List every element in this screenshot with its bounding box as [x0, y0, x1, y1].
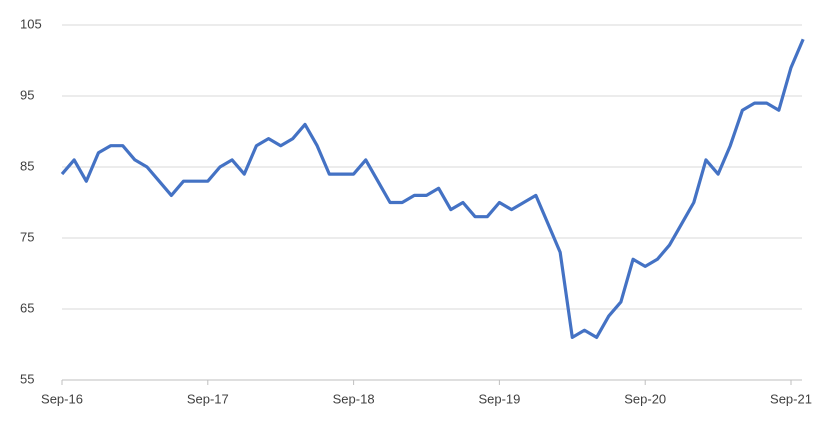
y-tick-label: 65 — [20, 300, 34, 315]
x-tick-label: Sep-18 — [333, 391, 375, 406]
y-tick-label: 55 — [20, 371, 34, 386]
x-tick-label: Sep-16 — [41, 391, 83, 406]
x-tick-label: Sep-19 — [478, 391, 520, 406]
y-tick-label: 105 — [20, 16, 42, 31]
y-tick-label: 75 — [20, 229, 34, 244]
x-tick-label: Sep-17 — [187, 391, 229, 406]
y-tick-label: 85 — [20, 158, 34, 173]
x-tick-label: Sep-21 — [770, 391, 812, 406]
x-tick-label: Sep-20 — [624, 391, 666, 406]
data-line — [60, 38, 805, 339]
y-tick-label: 95 — [20, 87, 34, 102]
